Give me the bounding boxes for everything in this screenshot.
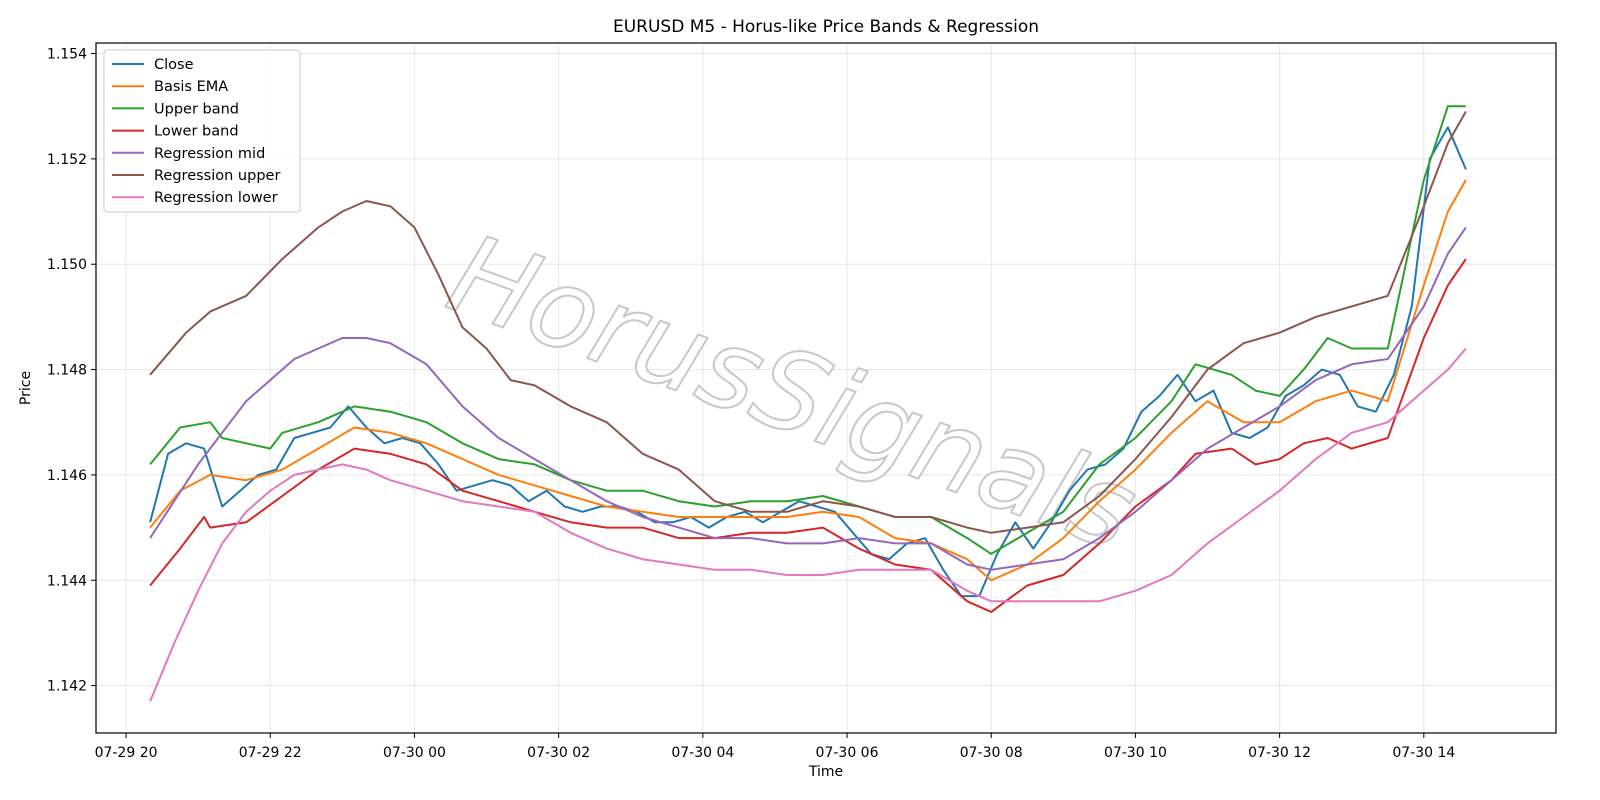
y-tick-label: 1.146 [47,468,87,484]
legend-label: Upper band [154,101,239,117]
plot-frame [95,42,1557,734]
series-line-regression-upper [149,111,1467,534]
legend-label: Basis EMA [154,79,228,95]
x-tick-label: 07-30 14 [1392,745,1455,761]
x-tick-label: 07-30 06 [816,745,879,761]
y-tick-label: 1.142 [47,679,87,695]
series-line-regression-mid [149,226,1467,571]
legend-box [103,49,301,213]
series-line-upper-band [149,105,1466,555]
legend-label: Close [154,57,194,73]
x-tick-label: 07-30 08 [960,745,1023,761]
legend-label: Regression upper [154,168,280,184]
y-tick-label: 1.152 [47,152,87,168]
x-axis: 07-29 20 07-29 22 07-30 00 07-30 02 07-30 04… [95,733,1455,761]
x-tick-label: 07-29 20 [95,745,158,761]
x-tick-label: 07-30 02 [527,745,590,761]
legend-label: Regression mid [154,146,265,162]
x-axis-title: Time [808,764,843,780]
y-tick-label: 1.144 [47,573,87,589]
series-line-basis-ema [149,179,1467,582]
x-tick-label: 07-30 04 [671,745,734,761]
x-tick-label: 07-30 10 [1104,745,1167,761]
y-axis: 1.142 1.144 1.146 1.148 1.150 1.152 1.154 [47,47,96,695]
y-tick-label: 1.150 [47,257,87,273]
x-tick-label: 07-30 12 [1248,745,1311,761]
x-tick-label: 07-30 00 [383,745,446,761]
y-tick-label: 1.154 [47,47,87,63]
series-lines [149,105,1467,702]
legend-label: Lower band [154,124,239,140]
series-line-lower-band [149,258,1467,613]
y-tick-label: 1.148 [47,363,87,379]
series-line-regression-lower [149,347,1467,702]
legend: Close Basis EMA Upper band Lower band Regres… [103,49,301,213]
chart-title: EURUSD M5 - Horus-like Price Bands & Reg… [613,17,1039,37]
legend-label: Regression lower [154,190,278,206]
grid [96,43,1556,733]
x-tick-label: 07-29 22 [239,745,302,761]
y-axis-title: Price [18,371,34,405]
